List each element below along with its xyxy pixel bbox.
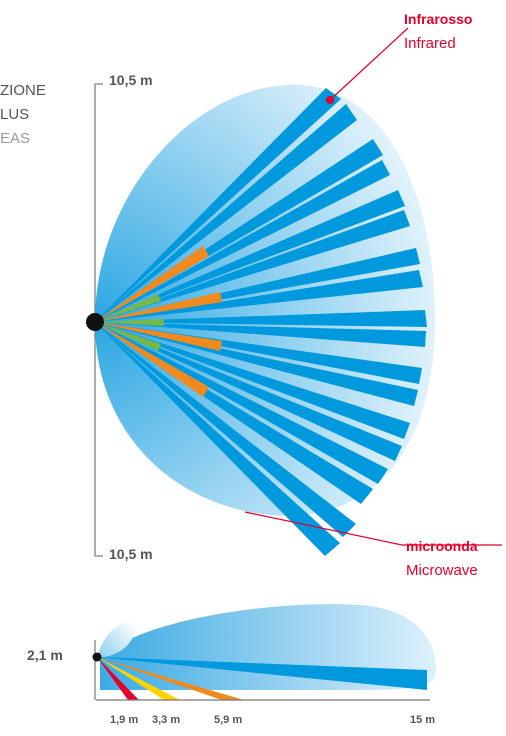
side-tick-3-3m: 3,3 m: [152, 714, 181, 726]
side-infrared-beam: [97, 657, 427, 690]
side-view: [92, 604, 437, 701]
infrared-label-it: Infrarosso: [404, 11, 473, 27]
infrared-callout: [326, 27, 409, 104]
top-dimension-label: 10,5 m: [109, 72, 153, 88]
side-microwave-lobe: [97, 622, 135, 658]
microwave-label-it: microonda: [406, 538, 478, 554]
side-tick-5-9m: 5,9 m: [214, 714, 243, 726]
bottom-dimension-label: 10,5 m: [109, 546, 153, 562]
side-beam-15m: [97, 657, 427, 686]
side-sensor-dot: [92, 652, 102, 662]
clipped-text-line-3: EAS: [0, 130, 31, 147]
sensor-dot: [86, 313, 104, 331]
side-tick-15m: 15 m: [410, 714, 436, 726]
microwave-callout: [244, 511, 502, 546]
side-beam-1-9m: [97, 657, 139, 700]
infrared-label-en: Infrared: [404, 35, 456, 52]
clipped-text-line-1: ZIONE: [0, 82, 46, 99]
clipped-text-line-2: LUS: [0, 106, 30, 123]
orange-beams: [95, 246, 222, 397]
microwave-label-en: Microwave: [406, 562, 478, 579]
side-beam-5-9m: [97, 657, 244, 700]
side-beam-3-3m: [97, 657, 180, 700]
side-tick-1-9m: 1,9 m: [110, 714, 139, 726]
green-beams: [95, 294, 164, 351]
side-height-label: 2,1 m: [27, 647, 63, 663]
